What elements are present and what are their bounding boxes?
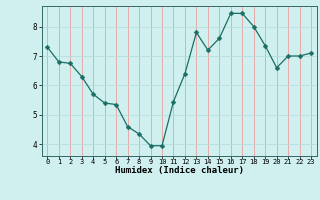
X-axis label: Humidex (Indice chaleur): Humidex (Indice chaleur) [115,166,244,175]
